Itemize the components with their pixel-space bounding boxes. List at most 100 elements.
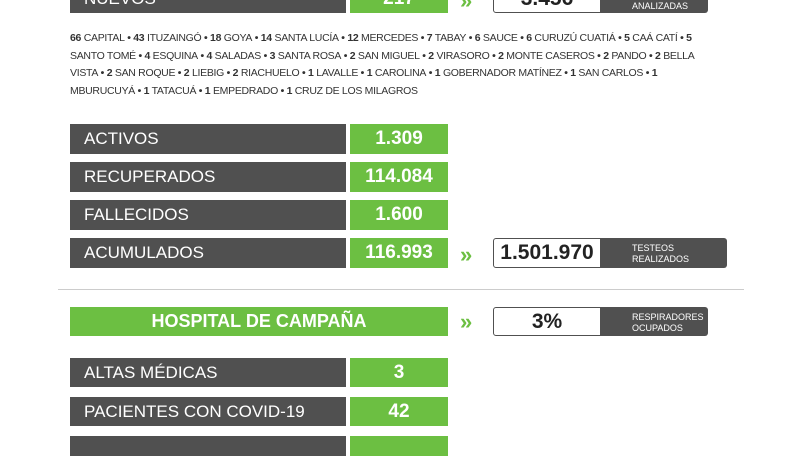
locality-name: CAÁ CATÍ [632, 32, 678, 44]
separator [58, 289, 744, 290]
locality-count: 14 [260, 32, 272, 44]
locality-name: LIEBIG [191, 67, 225, 79]
locality-count: 3 [269, 49, 276, 62]
locality-name: EMPEDRADO [212, 84, 278, 97]
locality-name: SANTA ROSA [277, 49, 342, 62]
row-label [70, 436, 346, 456]
tests-label: TESTEOS REALIZADOS [600, 238, 727, 268]
locality-count: 1 [143, 84, 150, 97]
locality-count: 2 [349, 49, 356, 62]
locality-count: 43 [133, 32, 145, 44]
locality: 14 SANTA LUCÍA [252, 32, 339, 44]
locality-name: SANTO TOMÉ [70, 49, 136, 62]
locality: 5 CAÁ CATÍ [615, 32, 677, 44]
locality: 1 LAVALLE [299, 67, 358, 79]
locality: 1 SAN CARLOS [562, 67, 644, 79]
locality-count: 1 [286, 84, 293, 97]
locality-name: CURUZÚ CUATIÁ [534, 32, 616, 44]
locality-count: 6 [474, 32, 481, 44]
locality-name: GOYA [223, 32, 253, 44]
hospital-title: HOSPITAL DE CAMPAÑA [70, 307, 448, 336]
locality-name: SAN ROQUE [114, 67, 176, 79]
row-value: 116.993 [350, 238, 448, 268]
arrow: » [460, 242, 473, 267]
locality-count: 6 [526, 32, 532, 44]
locality-name: CAROLINA [374, 67, 427, 79]
locality: 2 RIACHUELO [224, 67, 300, 79]
row-label: NUEVOS [70, 0, 346, 13]
arrow: » [460, 308, 473, 334]
locality-name: MERCEDES [361, 32, 419, 44]
row-value: 114.084 [350, 162, 448, 192]
locality-count: 7 [426, 32, 433, 44]
locality: 4 SALADAS [198, 50, 261, 62]
locality: 6 CURUZÚ CUATIÁ [518, 32, 616, 44]
locality-count: 2 [106, 67, 113, 79]
locality-name: VIRASORO [436, 49, 490, 62]
locality: 43 ITUZAINGÓ [125, 32, 202, 44]
arrow: » [460, 0, 473, 13]
row-value: 217 [350, 0, 448, 13]
locality-count: 66 [70, 32, 82, 44]
row-label: FALLECIDOS [70, 200, 346, 230]
locality-name: BELLA VISTA [70, 49, 694, 80]
locality-name: SAN MIGUEL [357, 49, 420, 62]
tests-value: 1.501.970 [493, 238, 601, 268]
locality-name: CRUZ DE LOS MILAGROS [294, 84, 418, 97]
locality-name: MBURUCUYÁ [70, 84, 135, 97]
locality: 2 LIEBIG [175, 67, 224, 79]
locality-name: TABAY [434, 32, 467, 44]
locality-name: CAPITAL [83, 32, 125, 44]
locality: 2 SAN MIGUEL [341, 50, 420, 62]
locality-name: SAN CARLOS [578, 67, 644, 79]
locality: 3 SANTA ROSA [261, 50, 341, 62]
row-label: ALTAS MÉDICAS [70, 358, 346, 387]
locality: 2 SAN ROQUE [98, 67, 175, 79]
locality: 1 GOBERNADOR MATÍNEZ [426, 67, 562, 79]
row-value: 42 [350, 397, 448, 426]
locality-name: ESQUINA [152, 49, 198, 62]
row-label: ACTIVOS [70, 124, 346, 154]
locality: 2 VIRASORO [420, 50, 490, 62]
row-label: PACIENTES CON COVID-19 [70, 397, 346, 426]
locality-count: 5 [686, 32, 692, 44]
locality: 2 MONTE CASEROS [489, 50, 594, 62]
row-value: 1.600 [350, 200, 448, 230]
locality-name: GOBERNADOR MATÍNEZ [442, 67, 562, 79]
locality: 1 TATACUÁ [135, 85, 196, 97]
hospital-value: 3% [493, 307, 601, 336]
locality: 12 MERCEDES [339, 32, 419, 44]
locality-count: 1 [204, 84, 211, 97]
locality-count: 2 [498, 49, 504, 62]
locality-count: 5 [624, 32, 630, 44]
locality: 66 CAPITAL [70, 32, 125, 44]
locality-name: SALADAS [214, 49, 262, 62]
tests-label: ANALIZADAS [600, 0, 708, 13]
locality-count: 1 [308, 67, 314, 79]
locality-count: 1 [570, 67, 576, 79]
locality: 2 PANDO [595, 50, 647, 62]
locality: 7 TABAY [418, 32, 466, 44]
locality-count: 2 [232, 67, 239, 79]
tests-value: 3.456 [493, 0, 601, 13]
locality-count: 2 [183, 67, 190, 79]
row-value: 3 [350, 358, 448, 387]
locality-name: PANDO [611, 49, 647, 62]
locality-name: MONTE CASEROS [506, 49, 595, 62]
locality-name: LAVALLE [316, 67, 359, 79]
locality-name: ITUZAINGÓ [146, 32, 202, 44]
locality: 1 EMPEDRADO [196, 85, 278, 97]
locality-count: 1 [651, 67, 658, 79]
locality-name: SANTA LUCÍA [274, 32, 339, 44]
locality-count: 18 [210, 32, 222, 44]
locality: 18 GOYA [201, 32, 252, 44]
locality: 1 CAROLINA [358, 67, 426, 79]
locality-count: 1 [434, 67, 441, 79]
locality-count: 2 [655, 49, 661, 62]
locality: 6 SAUCE [466, 32, 518, 44]
locality-count: 12 [347, 32, 359, 44]
row-value: 1.309 [350, 124, 448, 154]
locality-count: 1 [366, 67, 373, 79]
locality-count: 4 [144, 49, 151, 62]
row-label: ACUMULADOS [70, 238, 346, 268]
